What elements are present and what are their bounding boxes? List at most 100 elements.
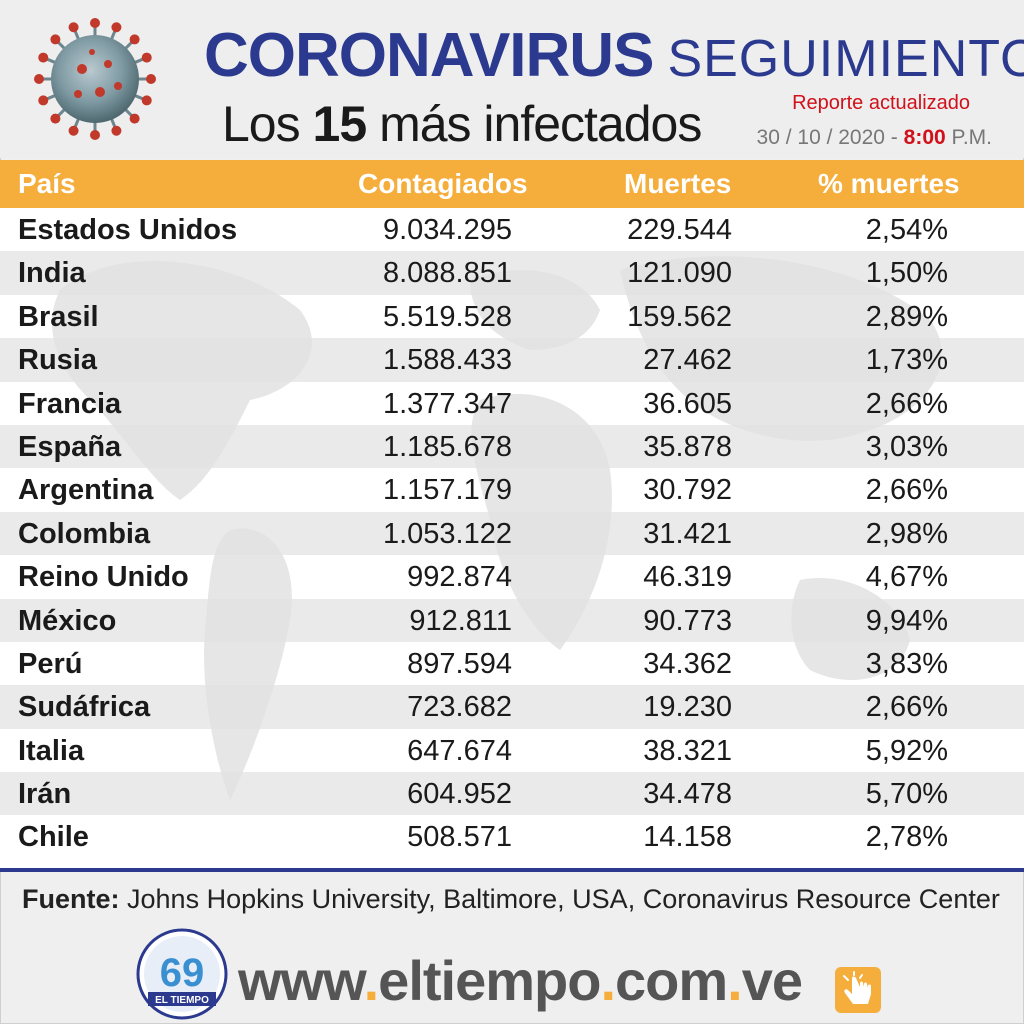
pct-cell: 3,83% — [865, 647, 948, 680]
cases-cell: 604.952 — [407, 778, 512, 811]
deaths-cell: 34.478 — [643, 778, 732, 811]
report-hour: 8:00 — [903, 126, 946, 149]
cases-cell: 723.682 — [407, 691, 512, 724]
virus-spike-tip — [141, 95, 152, 106]
source-text: Johns Hopkins University, Baltimore, USA… — [127, 884, 1000, 914]
logo-text: EL TIEMPO — [155, 995, 209, 1006]
country-cell: India — [18, 257, 86, 290]
virus-spike-tip — [90, 18, 100, 28]
column-header-pct: % muertes — [818, 168, 960, 199]
country-cell: Rusia — [18, 344, 97, 377]
table-row: Francia 1.377.347 36.605 2,66% — [0, 382, 1024, 425]
virus-spike-tip — [90, 130, 100, 140]
footer-divider — [0, 868, 1024, 872]
table-row: Colombia 1.053.122 31.421 2,98% — [0, 511, 1024, 556]
url-dot: . — [727, 949, 743, 1012]
country-cell: Irán — [18, 778, 72, 811]
pct-cell: 2,66% — [865, 387, 948, 420]
virus-spike-tip — [146, 74, 156, 84]
virus-spike-tip — [38, 95, 49, 106]
deaths-cell: 121.090 — [627, 257, 732, 290]
table-row: Rusia 1.588.433 27.462 1,73% — [0, 338, 1024, 382]
country-cell: Perú — [18, 647, 83, 680]
deaths-cell: 36.605 — [643, 387, 732, 420]
virus-spike-tip — [111, 22, 122, 33]
cases-cell: 912.811 — [409, 604, 512, 637]
virus-spike-tip — [50, 34, 61, 45]
deaths-cell: 27.462 — [643, 344, 732, 377]
table-row: Reino Unido 992.874 46.319 4,67% — [0, 555, 1024, 598]
logo-number: 69 — [160, 951, 205, 995]
deaths-cell: 229.544 — [627, 214, 732, 246]
subtitle-number: 15 — [312, 96, 368, 152]
country-cell: Brasil — [18, 300, 99, 333]
table-row: México 912.811 90.773 9,94% — [0, 598, 1024, 642]
table-row: Irán 604.952 34.478 5,70% — [0, 772, 1024, 816]
table-row: Italia 647.674 38.321 5,92% — [0, 729, 1024, 772]
url-dot: . — [600, 949, 616, 1012]
table-row: Sudáfrica 723.682 19.230 2,66% — [0, 685, 1024, 729]
data-table: País Contagiados Muertes % muertes Estad… — [0, 160, 1024, 868]
cases-cell: 508.571 — [407, 821, 512, 854]
virus-spike-tip — [129, 113, 140, 124]
virus-spike-tip — [38, 52, 49, 63]
website-url[interactable]: www.eltiempo.com.ve — [238, 948, 803, 1013]
table-header: País Contagiados Muertes % muertes — [0, 160, 1024, 208]
deaths-cell: 38.321 — [643, 734, 732, 767]
hand-pointer-icon — [835, 967, 881, 1013]
subtitle-suffix: más infectados — [379, 96, 702, 152]
table-body: Estados Unidos 9.034.295 229.544 2,54% I… — [0, 208, 1024, 859]
pct-cell: 5,70% — [865, 778, 948, 811]
pct-cell: 1,50% — [865, 257, 948, 290]
virus-spike-tip — [50, 113, 61, 124]
deaths-cell: 159.562 — [627, 300, 732, 333]
pct-cell: 4,67% — [865, 561, 948, 594]
deaths-cell: 35.878 — [643, 430, 732, 463]
cases-cell: 1.588.433 — [382, 344, 512, 377]
virus-spike-tip — [68, 125, 79, 136]
deaths-cell: 34.362 — [643, 647, 732, 680]
title-sub: SEGUIMIENTO — [667, 30, 1024, 88]
pct-cell: 2,78% — [865, 821, 948, 854]
deaths-cell: 14.158 — [643, 821, 732, 854]
url-part-com: com — [615, 949, 728, 1012]
title-main: CORONAVIRUS — [204, 21, 654, 90]
table-row: Perú 897.594 34.362 3,83% — [0, 642, 1024, 685]
country-cell: Francia — [18, 387, 122, 420]
column-header-cases: Contagiados — [358, 168, 528, 199]
report-date: 30 / 10 / 2020 - — [756, 126, 898, 149]
cases-cell: 1.185.678 — [382, 430, 512, 463]
virus-spike-tip — [34, 74, 44, 84]
pct-cell: 3,03% — [865, 430, 948, 463]
country-cell: Sudáfrica — [18, 691, 151, 724]
header: CORONAVIRUS SEGUIMIENTO Los 15 más infect… — [0, 0, 1024, 158]
pct-cell: 5,92% — [865, 734, 948, 767]
cases-cell: 897.594 — [407, 647, 512, 680]
cases-cell: 1.053.122 — [382, 517, 512, 550]
deaths-cell: 31.421 — [643, 517, 732, 550]
country-cell: México — [18, 604, 117, 637]
subtitle-prefix: Los — [222, 96, 301, 152]
pct-cell: 2,66% — [865, 474, 948, 507]
cases-cell: 1.377.347 — [382, 387, 512, 420]
table-row: Chile 508.571 14.158 2,78% — [0, 815, 1024, 858]
virus-spike-tip — [68, 22, 79, 33]
cases-cell: 647.674 — [407, 734, 512, 767]
country-cell: Italia — [18, 734, 85, 767]
country-cell: España — [18, 430, 122, 463]
deaths-cell: 30.792 — [643, 474, 732, 507]
virus-spike-tip — [141, 52, 152, 63]
source-line: Fuente: Johns Hopkins University, Baltim… — [22, 884, 1000, 915]
table-row: India 8.088.851 121.090 1,50% — [0, 251, 1024, 295]
deaths-cell: 90.773 — [643, 604, 732, 637]
url-dot: . — [363, 949, 380, 1012]
coronavirus-icon — [34, 18, 156, 140]
report-label: Reporte actualizado — [792, 92, 970, 114]
country-cell: Chile — [18, 821, 89, 854]
virus-spike-tip — [129, 34, 140, 45]
cases-cell: 8.088.851 — [382, 257, 512, 290]
pct-cell: 9,94% — [865, 604, 948, 637]
cases-cell: 5.519.528 — [382, 300, 512, 333]
virus-spike-tip — [111, 125, 122, 136]
country-cell: Estados Unidos — [18, 214, 238, 246]
